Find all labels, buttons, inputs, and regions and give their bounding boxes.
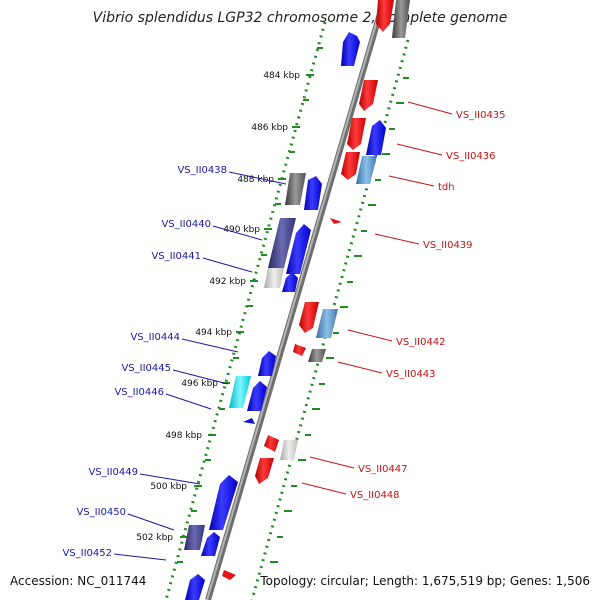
ruler-tick-label: 496 kbp bbox=[181, 379, 218, 389]
gene-label-text: VS_II0440 bbox=[161, 219, 211, 230]
gene-label-left[interactable]: VS_II0446 bbox=[114, 387, 212, 410]
gene-label-text: VS_II0449 bbox=[88, 467, 138, 478]
ruler-tick: 498 kbp bbox=[165, 431, 216, 441]
ruler-tick: 490 kbp bbox=[223, 225, 272, 235]
gene-label-right[interactable]: VS_II0448 bbox=[301, 482, 400, 501]
right-gene-labels: VS_II0435 VS_II0436 tdh VS_II0439 VS_II0… bbox=[301, 101, 506, 501]
gene-box-gray[interactable] bbox=[285, 173, 306, 205]
gene-arrow-forward[interactable] bbox=[201, 532, 220, 556]
gene-label-left[interactable]: VS_II0441 bbox=[151, 251, 253, 273]
gene-label-left[interactable]: VS_II0452 bbox=[62, 548, 167, 561]
gene-arrow-reverse[interactable] bbox=[293, 344, 306, 356]
ruler-tick-label: 484 kbp bbox=[263, 71, 300, 81]
gene-box-cyan[interactable] bbox=[229, 376, 251, 408]
gene-label-right[interactable]: VS_II0439 bbox=[374, 233, 473, 251]
inner-dotted-guide bbox=[164, 21, 327, 600]
topology-summary: Topology: circular; Length: 1,675,519 bp… bbox=[260, 574, 590, 588]
gene-label-text: VS_II0442 bbox=[396, 337, 446, 348]
gene-label-left[interactable]: VS_II0438 bbox=[177, 165, 287, 185]
gene-arrow-small-reverse[interactable] bbox=[330, 218, 342, 224]
ruler-tick-label: 488 kbp bbox=[237, 175, 274, 185]
gene-arrow-forward[interactable] bbox=[247, 381, 267, 411]
genome-backbone bbox=[205, 0, 387, 600]
gene-arrow-small-reverse[interactable] bbox=[222, 570, 236, 580]
gene-box-lightgray[interactable] bbox=[280, 440, 298, 460]
accession-text: Accession: NC_011744 bbox=[10, 574, 147, 588]
gene-box-gray[interactable] bbox=[392, 0, 410, 38]
ruler: 484 kbp 486 kbp 488 kbp 490 kbp 492 kbp … bbox=[136, 47, 409, 563]
ruler-tick: 484 kbp bbox=[263, 71, 314, 81]
gene-arrow-reverse[interactable] bbox=[347, 118, 366, 150]
gene-arrow-forward[interactable] bbox=[282, 272, 298, 292]
gene-label-text: VS_II0446 bbox=[114, 387, 164, 398]
gene-label-text: VS_II0435 bbox=[456, 110, 506, 121]
ruler-tick-label: 492 kbp bbox=[209, 277, 246, 287]
ruler-tick-label: 490 kbp bbox=[223, 225, 260, 235]
gene-label-right[interactable]: VS_II0436 bbox=[396, 143, 496, 162]
gene-label-text: VS_II0447 bbox=[358, 464, 408, 475]
gene-label-text: VS_II0445 bbox=[121, 363, 171, 374]
gene-arrow-reverse[interactable] bbox=[299, 302, 319, 333]
gene-box-gray[interactable] bbox=[308, 349, 326, 362]
forward-strand-features bbox=[184, 32, 360, 600]
ruler-tick-label: 494 kbp bbox=[195, 328, 232, 338]
gene-label-text: VS_II0438 bbox=[177, 165, 227, 176]
ruler-tick: 500 kbp bbox=[150, 482, 202, 492]
ruler-tick: 488 kbp bbox=[237, 175, 286, 185]
gene-label-text: VS_II0452 bbox=[62, 548, 112, 559]
gene-arrow-forward[interactable] bbox=[209, 475, 238, 530]
gene-arrow-forward[interactable] bbox=[185, 574, 205, 600]
gene-box-purple[interactable] bbox=[184, 525, 205, 550]
gene-label-text: VS_II0441 bbox=[151, 251, 201, 262]
gene-label-text: VS_II0444 bbox=[130, 332, 180, 343]
outer-dotted-guide bbox=[250, 39, 410, 600]
gene-box-steel[interactable] bbox=[356, 156, 377, 184]
ruler-tick-label: 500 kbp bbox=[150, 482, 187, 492]
ruler-tick: 496 kbp bbox=[181, 379, 230, 389]
gene-arrow-reverse[interactable] bbox=[255, 458, 274, 484]
gene-arrow-reverse[interactable] bbox=[359, 80, 378, 111]
ruler-tick-label: 502 kbp bbox=[136, 533, 173, 543]
gene-label-left[interactable]: VS_II0440 bbox=[161, 219, 263, 241]
gene-label-text: VS_II0450 bbox=[76, 507, 126, 518]
gene-arrow-forward[interactable] bbox=[304, 176, 322, 210]
gene-label-left[interactable]: VS_II0450 bbox=[76, 507, 175, 531]
gene-arrow-reverse[interactable] bbox=[376, 0, 394, 32]
gene-label-right[interactable]: VS_II0447 bbox=[309, 456, 408, 475]
gene-arrow-small-forward[interactable] bbox=[243, 418, 255, 424]
gene-label-right[interactable]: VS_II0435 bbox=[407, 101, 506, 121]
gene-label-text: VS_II0436 bbox=[446, 151, 496, 162]
ruler-minor-ticks bbox=[177, 47, 409, 563]
gene-label-right[interactable]: VS_II0442 bbox=[347, 329, 446, 348]
gene-label-right[interactable]: tdh bbox=[388, 175, 455, 193]
gene-label-text: tdh bbox=[438, 182, 455, 193]
gene-arrow-forward[interactable] bbox=[286, 224, 311, 274]
gene-arrow-forward[interactable] bbox=[258, 351, 276, 376]
gene-arrow-forward[interactable] bbox=[366, 120, 386, 155]
gene-box-purple[interactable] bbox=[268, 218, 296, 268]
ruler-tick-label: 498 kbp bbox=[165, 431, 202, 441]
gene-label-left[interactable]: VS_II0449 bbox=[88, 467, 201, 485]
gene-box-lightgray[interactable] bbox=[264, 268, 284, 288]
ruler-tick: 502 kbp bbox=[136, 533, 188, 543]
reverse-strand-features bbox=[222, 0, 410, 580]
ruler-tick: 494 kbp bbox=[195, 328, 244, 338]
gene-label-left[interactable]: VS_II0445 bbox=[121, 363, 229, 385]
gene-label-left[interactable]: VS_II0444 bbox=[130, 332, 239, 353]
gene-label-text: VS_II0448 bbox=[350, 490, 400, 501]
gene-arrow-reverse[interactable] bbox=[264, 435, 279, 452]
ruler-tick-label: 486 kbp bbox=[251, 123, 288, 133]
left-gene-labels: VS_II0438 VS_II0440 VS_II0441 VS_II0444 … bbox=[62, 165, 287, 561]
ruler-tick: 492 kbp bbox=[209, 277, 258, 287]
gene-arrow-forward[interactable] bbox=[341, 32, 360, 66]
gene-label-right[interactable]: VS_II0443 bbox=[337, 361, 436, 380]
gene-label-text: VS_II0443 bbox=[386, 369, 436, 380]
ruler-tick: 486 kbp bbox=[251, 123, 300, 133]
gene-arrow-reverse[interactable] bbox=[341, 152, 360, 180]
gene-box-steel[interactable] bbox=[316, 309, 338, 338]
gene-label-text: VS_II0439 bbox=[423, 240, 473, 251]
